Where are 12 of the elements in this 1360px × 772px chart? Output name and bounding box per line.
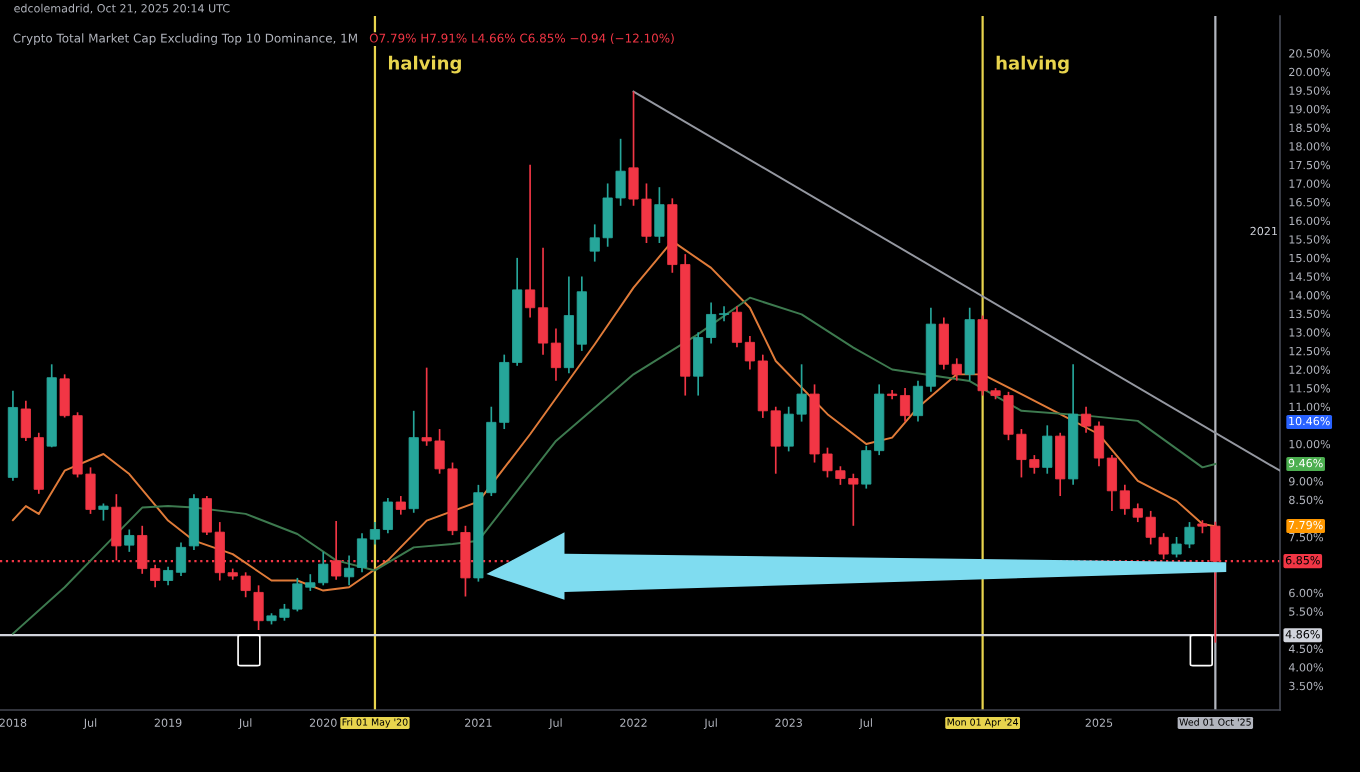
candlestick	[111, 493, 122, 562]
candlestick	[344, 554, 355, 587]
candlestick	[124, 528, 135, 553]
ref-line-label: halving	[388, 55, 461, 74]
candlestick	[1055, 431, 1066, 497]
candlestick	[188, 493, 200, 551]
candlestick	[395, 495, 406, 516]
ref-line-label: halving	[996, 55, 1069, 74]
candlestick	[654, 186, 665, 244]
line-series	[11, 296, 1217, 635]
candlestick	[1042, 424, 1053, 475]
candlestick	[253, 584, 264, 631]
